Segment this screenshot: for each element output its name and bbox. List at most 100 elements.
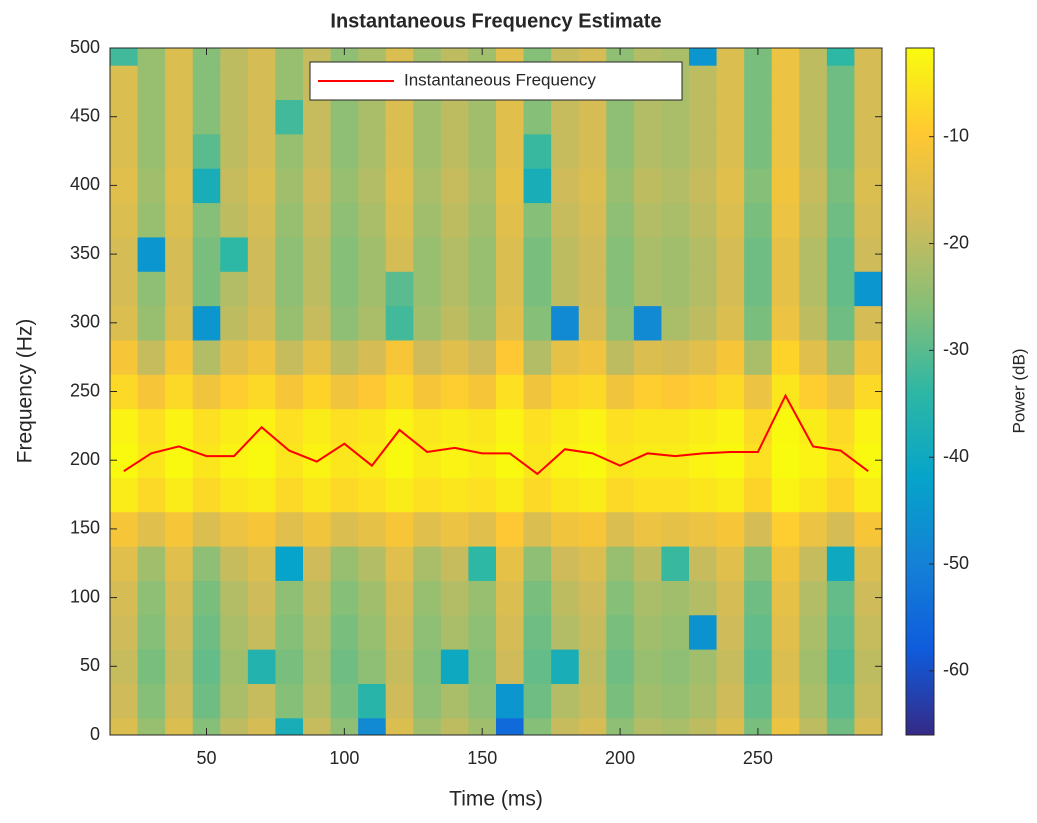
- heatmap-cell: [275, 99, 304, 135]
- heatmap-cell: [137, 236, 166, 272]
- heatmap-cell: [799, 168, 828, 204]
- x-axis-label: Time (ms): [449, 788, 543, 811]
- heatmap-cell: [523, 683, 552, 719]
- heatmap-cell: [661, 271, 690, 307]
- heatmap-cell: [413, 202, 442, 238]
- heatmap-cell: [192, 443, 221, 478]
- heatmap: [110, 48, 882, 735]
- heatmap-cell: [578, 477, 607, 513]
- heatmap-cell: [440, 374, 469, 410]
- heatmap-cell: [744, 580, 773, 616]
- heatmap-cell: [716, 99, 745, 135]
- heatmap-cell: [689, 305, 718, 341]
- heatmap-cell: [165, 580, 194, 616]
- heatmap-cell: [744, 168, 773, 204]
- heatmap-cell: [661, 477, 690, 513]
- heatmap-cell: [661, 339, 690, 375]
- heatmap-cell: [192, 717, 221, 735]
- heatmap-cell: [220, 65, 249, 101]
- heatmap-cell: [165, 717, 194, 735]
- heatmap-cell: [303, 339, 332, 375]
- heatmap-cell: [468, 477, 497, 513]
- heatmap-cell: [744, 48, 773, 66]
- heatmap-cell: [192, 649, 221, 684]
- heatmap-cell: [220, 339, 249, 375]
- heatmap-cell: [303, 511, 332, 547]
- x-tick-label: 250: [743, 748, 773, 768]
- heatmap-cell: [165, 374, 194, 410]
- heatmap-cell: [220, 477, 249, 513]
- heatmap-cell: [799, 408, 828, 444]
- heatmap-cell: [468, 374, 497, 410]
- heatmap-cell: [192, 683, 221, 719]
- heatmap-cell: [854, 65, 882, 101]
- heatmap-cell: [303, 580, 332, 616]
- heatmap-cell: [633, 374, 662, 410]
- colorbar-tick-label: -40: [943, 446, 969, 466]
- heatmap-cell: [744, 236, 773, 272]
- heatmap-cell: [220, 546, 249, 581]
- heatmap-cell: [165, 236, 194, 272]
- heatmap-cell: [799, 477, 828, 513]
- heatmap-cell: [606, 202, 635, 238]
- heatmap-cell: [303, 133, 332, 169]
- heatmap-cell: [385, 580, 414, 616]
- heatmap-cell: [247, 683, 276, 719]
- heatmap-cell: [192, 168, 221, 204]
- heatmap-cell: [799, 271, 828, 307]
- heatmap-cell: [468, 133, 497, 169]
- heatmap-cell: [744, 133, 773, 169]
- heatmap-cell: [496, 717, 525, 735]
- heatmap-cell: [358, 408, 387, 444]
- heatmap-cell: [661, 580, 690, 616]
- heatmap-cell: [330, 443, 359, 478]
- heatmap-cell: [413, 236, 442, 272]
- heatmap-cell: [689, 271, 718, 307]
- heatmap-cell: [633, 683, 662, 719]
- heatmap-cell: [551, 546, 580, 581]
- heatmap-cell: [247, 511, 276, 547]
- heatmap-cell: [551, 48, 580, 66]
- heatmap-cell: [633, 99, 662, 135]
- heatmap-cell: [496, 202, 525, 238]
- heatmap-cell: [192, 48, 221, 66]
- heatmap-cell: [165, 649, 194, 684]
- heatmap-cell: [468, 511, 497, 547]
- heatmap-cell: [137, 443, 166, 478]
- heatmap-cell: [854, 614, 882, 650]
- heatmap-cell: [799, 236, 828, 272]
- heatmap-cell: [303, 408, 332, 444]
- heatmap-cell: [578, 168, 607, 204]
- y-tick-label: 200: [70, 449, 100, 469]
- heatmap-cell: [551, 168, 580, 204]
- heatmap-cell: [854, 717, 882, 735]
- heatmap-cell: [358, 236, 387, 272]
- heatmap-cell: [799, 649, 828, 684]
- heatmap-cell: [661, 374, 690, 410]
- heatmap-cell: [413, 339, 442, 375]
- heatmap-cell: [578, 202, 607, 238]
- heatmap-cell: [633, 168, 662, 204]
- heatmap-cell: [303, 271, 332, 307]
- heatmap-cell: [633, 202, 662, 238]
- heatmap-cell: [303, 683, 332, 719]
- heatmap-cell: [440, 133, 469, 169]
- heatmap-cell: [192, 236, 221, 272]
- heatmap-cell: [551, 374, 580, 410]
- heatmap-cell: [137, 649, 166, 684]
- heatmap-cell: [220, 649, 249, 684]
- heatmap-cell: [385, 271, 414, 307]
- heatmap-cell: [110, 271, 139, 307]
- heatmap-cell: [413, 649, 442, 684]
- heatmap-cell: [468, 48, 497, 66]
- heatmap-cell: [689, 511, 718, 547]
- heatmap-cell: [523, 133, 552, 169]
- heatmap-cell: [303, 477, 332, 513]
- heatmap-cell: [661, 546, 690, 581]
- heatmap-cell: [247, 99, 276, 135]
- heatmap-cell: [771, 168, 800, 204]
- heatmap-cell: [358, 443, 387, 478]
- x-tick-label: 150: [467, 748, 497, 768]
- heatmap-cell: [440, 408, 469, 444]
- heatmap-cell: [551, 614, 580, 650]
